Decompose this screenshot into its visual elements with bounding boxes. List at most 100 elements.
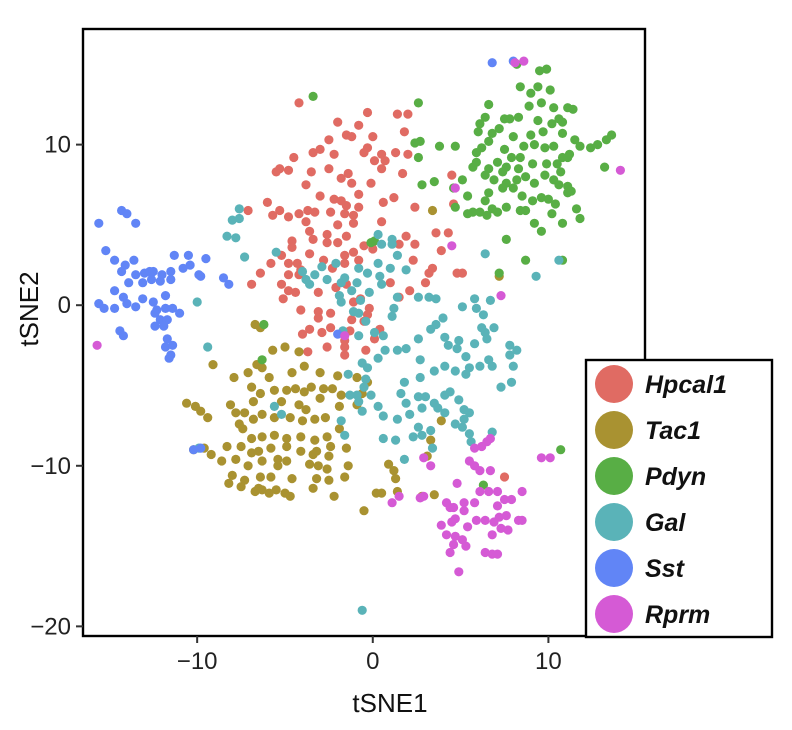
data-point	[387, 311, 397, 321]
data-point	[297, 266, 308, 277]
data-point	[505, 340, 515, 350]
data-point	[480, 112, 490, 122]
data-point	[492, 486, 503, 497]
data-point	[329, 491, 339, 501]
data-point	[124, 278, 134, 288]
data-point	[431, 294, 441, 304]
data-point	[392, 109, 402, 119]
data-point	[436, 520, 446, 530]
data-point	[485, 466, 495, 476]
data-point	[273, 461, 283, 471]
data-point	[129, 255, 139, 265]
data-point	[394, 239, 404, 249]
data-point	[231, 233, 241, 243]
data-point	[247, 279, 257, 289]
data-point	[369, 327, 380, 338]
data-point	[454, 567, 464, 577]
data-point	[563, 152, 573, 163]
data-point	[461, 352, 471, 362]
data-point	[378, 411, 388, 421]
data-point	[297, 416, 308, 426]
data-point	[247, 433, 257, 444]
data-point	[498, 167, 508, 177]
data-point	[336, 390, 346, 400]
data-point	[234, 213, 244, 224]
data-point	[440, 408, 450, 418]
data-point	[529, 178, 540, 188]
data-point	[484, 188, 494, 198]
legend-label: Hpcal1	[645, 371, 727, 399]
axes-layer: −10 0 10 10 0 −10 −20	[30, 132, 561, 675]
data-point	[275, 205, 285, 216]
data-point	[401, 344, 411, 354]
data-point	[201, 254, 211, 264]
data-point	[508, 361, 518, 371]
data-point	[231, 454, 241, 464]
data-point	[463, 209, 473, 219]
data-point	[369, 156, 380, 166]
data-point	[359, 148, 369, 158]
data-point	[322, 238, 332, 248]
data-point	[557, 128, 568, 138]
data-point	[452, 344, 462, 354]
data-point	[206, 449, 216, 460]
data-point	[533, 115, 543, 126]
data-point	[262, 197, 272, 207]
data-point	[417, 430, 427, 440]
data-point	[224, 279, 234, 289]
data-point	[463, 191, 473, 201]
series-sst	[94, 56, 518, 455]
data-point	[326, 207, 336, 217]
data-point	[117, 266, 127, 277]
data-point	[459, 414, 469, 424]
data-point	[392, 414, 402, 424]
data-point	[426, 461, 436, 471]
data-point	[334, 424, 344, 434]
data-point	[306, 382, 316, 392]
data-point	[185, 260, 195, 270]
data-point	[240, 408, 250, 418]
data-point	[413, 292, 423, 302]
data-point	[347, 315, 357, 325]
data-point	[131, 302, 141, 312]
legend-label: Tac1	[645, 417, 701, 445]
data-point	[441, 530, 452, 540]
data-point	[570, 135, 580, 145]
data-point	[266, 472, 276, 482]
data-point	[259, 319, 269, 330]
data-point	[308, 449, 318, 460]
data-point	[464, 408, 474, 418]
data-point	[450, 141, 460, 151]
data-point	[362, 107, 373, 118]
data-point	[391, 148, 401, 158]
data-point	[475, 207, 485, 217]
data-point	[340, 209, 350, 219]
data-point	[122, 209, 132, 219]
data-point	[283, 258, 294, 268]
data-point	[508, 183, 518, 193]
y-tick-label: 10	[44, 132, 71, 159]
data-point	[513, 164, 524, 174]
data-point	[549, 103, 559, 113]
data-point	[380, 156, 390, 166]
data-point	[192, 297, 202, 307]
data-point	[420, 392, 431, 402]
data-point	[110, 286, 120, 296]
y-tick-label: −10	[30, 453, 71, 480]
y-axis-title: tSNE2	[14, 271, 44, 346]
data-point	[566, 186, 576, 196]
data-point	[287, 474, 297, 484]
data-point	[547, 209, 557, 219]
data-point	[480, 547, 490, 558]
data-point	[536, 193, 547, 203]
data-point	[347, 132, 357, 142]
data-point	[463, 522, 473, 532]
data-point	[271, 485, 281, 495]
data-point	[164, 353, 174, 363]
data-point	[461, 541, 471, 551]
data-point	[331, 258, 341, 268]
data-point	[499, 494, 510, 505]
data-point	[413, 98, 423, 108]
data-point	[340, 430, 350, 440]
data-point	[454, 395, 464, 405]
